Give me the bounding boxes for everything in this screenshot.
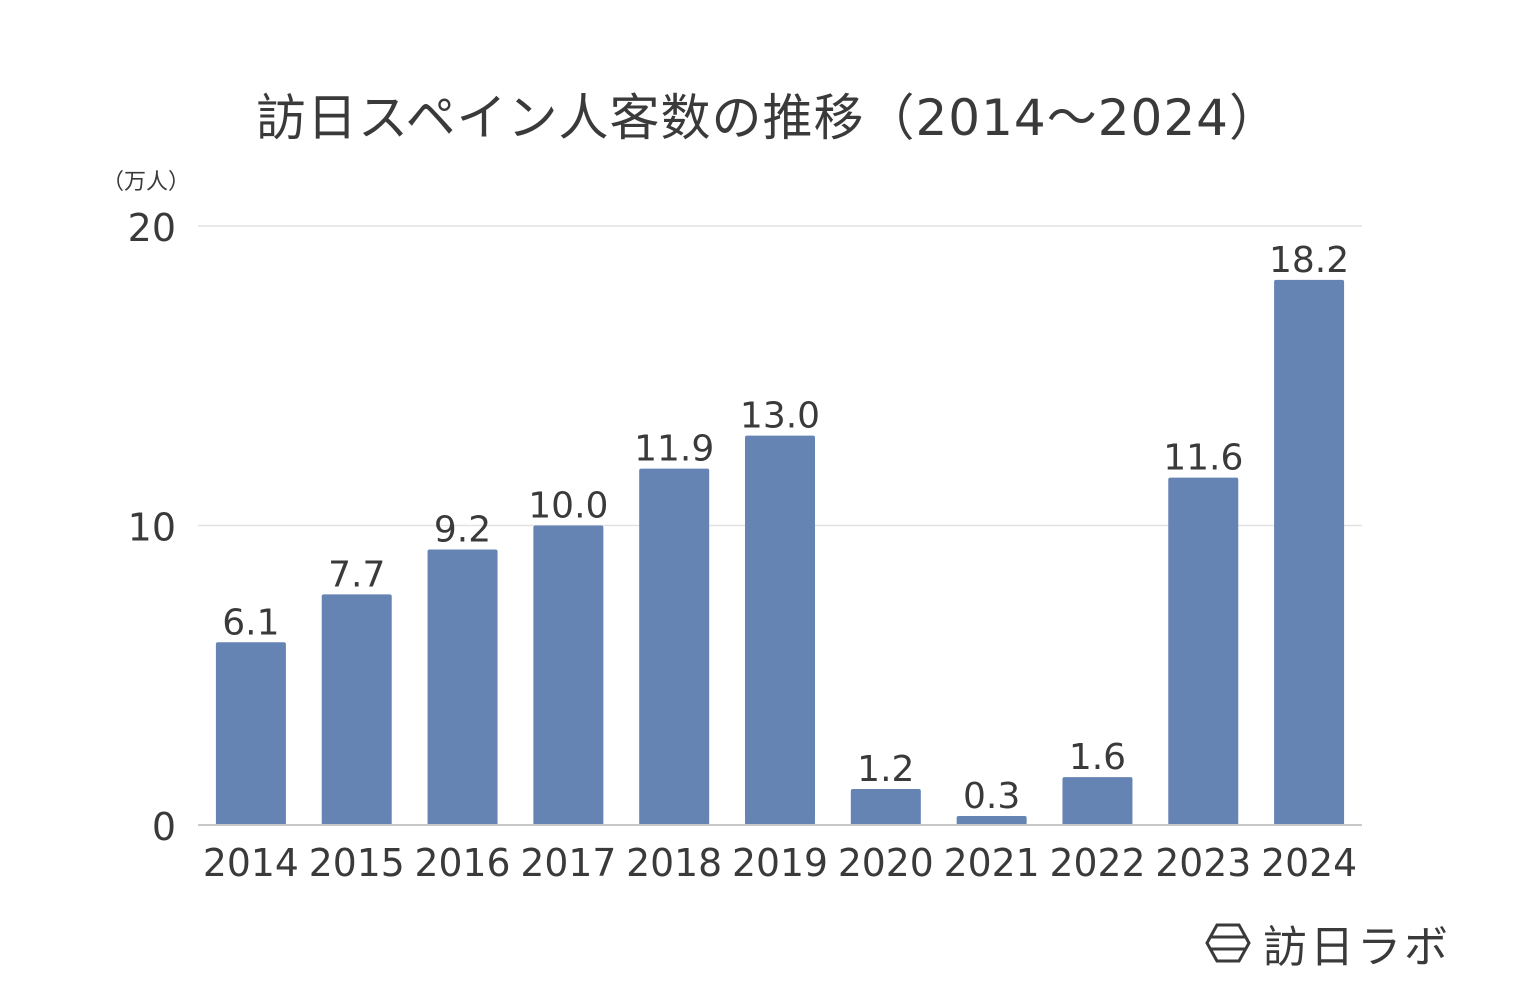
x-tick-label: 2014	[203, 841, 299, 885]
x-tick-label: 2018	[626, 841, 722, 885]
x-tick-label: 2023	[1155, 841, 1251, 885]
bar-2023	[1168, 477, 1239, 825]
y-axis-unit-label: （万人）	[102, 170, 190, 195]
data-label: 11.9	[634, 429, 714, 470]
data-label: 11.6	[1163, 438, 1243, 479]
data-label: 6.1	[222, 602, 279, 643]
y-tick-label: 0	[152, 805, 176, 849]
y-tick-label: 10	[128, 506, 176, 550]
bar-2016	[427, 549, 498, 825]
data-label: 7.7	[328, 554, 385, 595]
bar-2018	[639, 468, 710, 825]
bar-2024	[1274, 279, 1345, 825]
x-tick-label: 2021	[944, 841, 1040, 885]
bar-2022	[1062, 777, 1133, 825]
data-label: 18.2	[1269, 240, 1349, 281]
brand-name: 訪日ラボ	[1263, 922, 1451, 973]
x-tick-label: 2020	[838, 841, 934, 885]
x-tick-label: 2016	[415, 841, 511, 885]
brand-logo: 訪日ラボ	[1205, 912, 1451, 974]
x-tick-label: 2017	[520, 841, 616, 885]
hexagon-logo-icon	[1205, 923, 1251, 963]
y-tick-label: 20	[128, 206, 176, 250]
data-label: 13.0	[740, 396, 820, 437]
chart-title: 訪日スペイン人客数の推移（2014〜2024）	[256, 89, 1280, 147]
x-tick-label: 2019	[732, 841, 828, 885]
bar-2017	[533, 525, 604, 825]
data-label: 1.6	[1069, 737, 1126, 778]
x-tick-label: 2015	[309, 841, 405, 885]
x-tick-label: 2022	[1049, 841, 1145, 885]
bar-2015	[321, 594, 392, 825]
data-label: 0.3	[963, 776, 1020, 817]
data-label: 1.2	[857, 749, 914, 790]
data-label: 10.0	[528, 486, 608, 527]
bar-2014	[215, 642, 286, 825]
bar-2019	[745, 435, 815, 825]
bar-2021	[956, 816, 1027, 825]
data-labels: 6.1 7.7 9.2 10.0 11.9 13.0 1.2 0.3 1.6 11.6 18.2	[222, 240, 1349, 817]
bar-2020	[850, 789, 921, 825]
data-label: 9.2	[434, 509, 491, 550]
bars	[215, 279, 1345, 825]
x-tick-label: 2024	[1261, 841, 1357, 885]
